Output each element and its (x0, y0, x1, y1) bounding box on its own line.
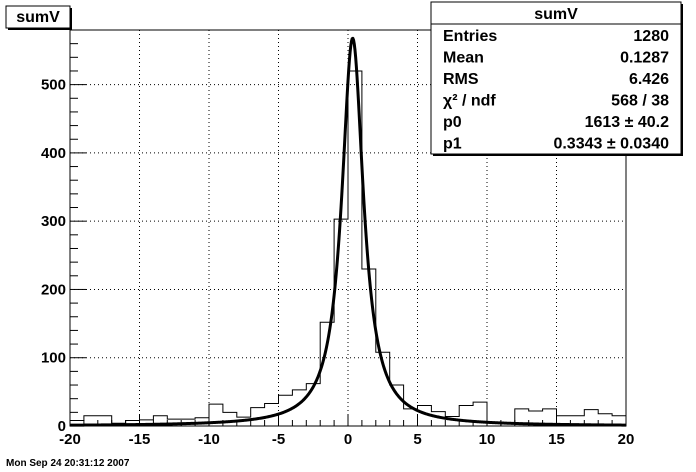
x-tick-label: 15 (548, 431, 565, 448)
chart-title: sumV (16, 9, 60, 26)
x-tick-label: -20 (59, 431, 81, 448)
stats-label: Entries (443, 28, 497, 45)
stats-value: 6.426 (629, 71, 669, 88)
histogram-bin (362, 269, 376, 426)
y-tick-label: 500 (41, 77, 66, 94)
histogram-bin (334, 219, 348, 426)
y-tick-label: 400 (41, 145, 66, 162)
x-tick-label: 10 (479, 431, 496, 448)
stats-box: sumV Entries 1280 Mean 0.1287 RMS 6.426 χ² / n… (430, 1, 683, 156)
x-tick-label: 5 (413, 431, 421, 448)
stats-value: 1613 ± 40.2 (585, 114, 670, 131)
fit-curve (69, 36, 627, 427)
stats-label: χ² / ndf (443, 93, 496, 110)
histogram-bin (404, 409, 418, 426)
stats-value: 568 / 38 (611, 93, 669, 110)
x-tick-label: -15 (129, 431, 151, 448)
histogram-bin (459, 406, 473, 426)
histogram-bin (306, 384, 320, 426)
stats-label: p0 (443, 114, 462, 131)
stats-value: 0.3343 ± 0.0340 (553, 136, 669, 153)
stats-value: 1280 (633, 28, 669, 45)
grid-lines (70, 30, 626, 426)
x-tick-label: 0 (344, 431, 352, 448)
stats-value: 0.1287 (620, 50, 669, 67)
footer-timestamp: Mon Sep 24 20:31:12 2007 (6, 458, 130, 469)
stats-label: p1 (443, 136, 462, 153)
y-tick-labels: 0 100 200 300 400 500 (41, 77, 66, 435)
x-tick-label: -10 (198, 431, 220, 448)
y-tick-label: 0 (58, 418, 66, 435)
stats-header: sumV (534, 6, 578, 23)
fit-curve-group (69, 36, 627, 427)
y-tick-label: 100 (41, 350, 66, 367)
histogram-bin (390, 385, 404, 426)
stats-label: Mean (443, 50, 484, 67)
stats-label: RMS (443, 71, 479, 88)
histogram-bin (223, 412, 237, 426)
x-tick-labels: -20 -15 -10 -5 0 5 10 15 20 (59, 431, 634, 448)
x-tick-label: -5 (272, 431, 285, 448)
y-tick-label: 300 (41, 213, 66, 230)
x-tick-label: 20 (618, 431, 635, 448)
axis-ticks (69, 29, 627, 427)
title-box: sumV (5, 5, 72, 30)
y-tick-label: 200 (41, 281, 66, 298)
